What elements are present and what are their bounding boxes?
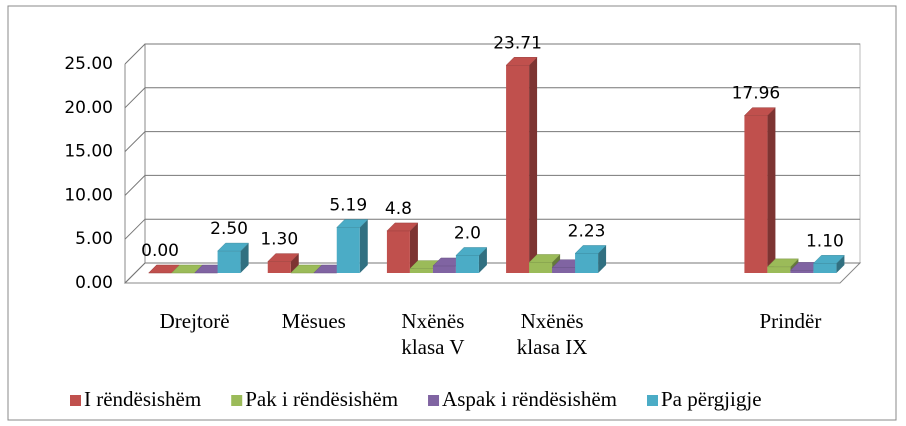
legend-label: Pa përgjigje (661, 387, 762, 411)
data-label: 5.19 (329, 196, 367, 216)
bar-front (813, 263, 837, 273)
bar (336, 219, 369, 273)
x-tick-label: klasa IX (517, 335, 588, 359)
bar (267, 253, 300, 273)
bar-side (359, 219, 368, 273)
bar-side (290, 253, 299, 273)
legend-swatch (647, 395, 658, 406)
data-label: 23.71 (493, 33, 542, 53)
data-label: 0.00 (141, 241, 179, 261)
bar-front (790, 270, 814, 273)
data-label: 1.10 (806, 231, 844, 251)
bar-top (743, 107, 777, 116)
bar-front (336, 227, 360, 273)
bar-top (812, 255, 846, 264)
bar-top (766, 258, 800, 268)
grid-line (124, 218, 860, 240)
x-tick-label: Nxënës (401, 309, 464, 333)
bar (455, 247, 488, 273)
data-label: 17.96 (732, 84, 781, 104)
legend-label: I rëndësishëm (84, 387, 201, 411)
x-tick-label: Nxënës (521, 309, 584, 333)
y-tick-label: 20.00 (64, 98, 113, 118)
bar (505, 57, 538, 273)
bar (216, 242, 250, 273)
bar-side (478, 247, 487, 273)
bar-front (506, 65, 530, 273)
bar-top (505, 57, 538, 66)
bar-side (240, 243, 249, 273)
x-tick-label: Prindër (760, 309, 822, 333)
y-tick-label: 25.00 (64, 54, 113, 74)
x-tick-label: Mësues (282, 309, 346, 333)
bar-side (598, 245, 607, 273)
bar-front (744, 115, 768, 273)
grid-line (124, 87, 860, 109)
bar (766, 258, 800, 273)
grid-line (124, 262, 860, 284)
x-tick-label: Drejtorë (160, 309, 230, 333)
grid-line (124, 174, 860, 196)
bar (574, 245, 607, 273)
legend-label: Pak i rëndësishëm (245, 387, 398, 411)
bar-side (529, 57, 538, 273)
data-label: 2.50 (210, 219, 248, 239)
bar-top (574, 245, 607, 254)
bar-front (432, 265, 456, 273)
data-label: 4.8 (385, 199, 412, 219)
legend-swatch (428, 395, 440, 406)
bar-front (217, 251, 241, 273)
grid-line (124, 43, 860, 65)
bar-top (386, 222, 419, 232)
y-tick-label: 0.00 (75, 273, 113, 293)
legend-swatch (70, 395, 81, 406)
legend-label: Aspak i rëndësishëm (442, 387, 617, 411)
x-tick-label: klasa V (401, 335, 464, 359)
bar-front (552, 267, 576, 273)
grid-line (124, 131, 860, 152)
legend-swatch (231, 395, 243, 406)
bar-top (336, 219, 369, 228)
data-label: 2.23 (568, 221, 606, 241)
bar-front (767, 266, 791, 273)
bar-top (216, 242, 250, 252)
bar-front (455, 255, 479, 273)
y-tick-label: 10.00 (64, 185, 113, 205)
bar-front (575, 253, 599, 273)
bar-top (267, 253, 300, 262)
bar-side (767, 107, 776, 273)
bar-top (528, 254, 561, 263)
bar-front (267, 261, 291, 273)
y-tick-label: 5.00 (75, 229, 113, 249)
y-tick-label: 15.00 (64, 142, 113, 162)
data-label: 1.30 (260, 230, 298, 250)
bar-top (455, 247, 488, 256)
bar (812, 255, 846, 273)
bar-side (836, 255, 845, 273)
bar (386, 222, 419, 273)
bar-front (529, 262, 553, 273)
bar-front (386, 230, 410, 273)
bar-front (409, 268, 433, 273)
data-label: 2.0 (454, 223, 481, 243)
bar-side (409, 222, 418, 273)
bar (743, 107, 777, 273)
